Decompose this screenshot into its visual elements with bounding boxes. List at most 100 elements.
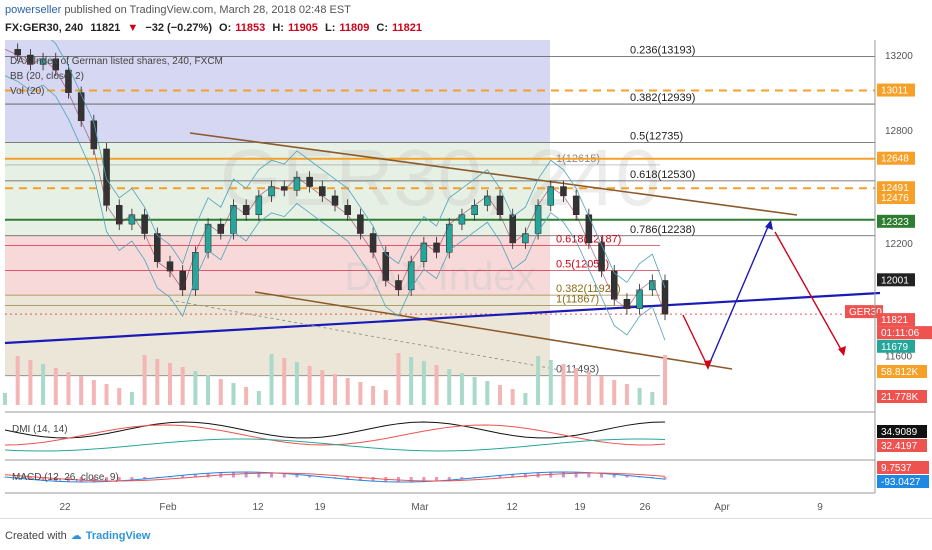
price-badge-5: 12001 (881, 275, 909, 286)
volume-bar-3 (41, 364, 46, 405)
macd-hist-52 (663, 477, 667, 480)
dmi-minus-line (4, 438, 666, 452)
author-link[interactable]: powerseller (5, 4, 62, 16)
volume-bar-17 (218, 379, 223, 405)
macd-hist-27 (346, 477, 350, 480)
price-badge-bg-10 (877, 365, 927, 378)
volume-bar-46 (586, 372, 591, 405)
volume-bar-37 (472, 377, 477, 405)
watermark-name: DAX Index (344, 255, 535, 299)
volume-bar-31 (396, 353, 401, 405)
volume-bar-19 (244, 387, 249, 405)
macd-hist-47 (600, 473, 604, 478)
price-badge-bg-11 (877, 390, 927, 403)
x-tick-0: 22 (59, 502, 71, 513)
macd-badge-1: -93.0427 (881, 477, 921, 488)
x-tick-2: 12 (252, 502, 264, 513)
volume-bar-16 (206, 375, 211, 405)
volume-bar-34 (434, 365, 439, 405)
y-tick-1: 12800 (885, 126, 913, 137)
macd-hist-24 (308, 475, 312, 478)
volume-bar-5 (66, 372, 71, 405)
price-badge-11: 21.778K (881, 392, 919, 403)
y-tick-2: 12200 (885, 239, 913, 250)
tradingview-brand[interactable]: TradingView (85, 529, 151, 542)
price-badge-9: 11679 (881, 342, 909, 353)
price-badge-bg-6 (845, 305, 883, 319)
legend-bb[interactable]: BB (20, close, 2) (10, 71, 84, 82)
macd-hist-15 (193, 474, 197, 478)
macd-hist-35 (447, 477, 451, 481)
price-badge-bg-3 (877, 191, 915, 205)
macd-hist-14 (181, 475, 185, 478)
volume-bar-10 (129, 392, 134, 405)
macd-badge-0: 9.7537 (881, 463, 912, 474)
price-badge-8: 01:11:06 (881, 328, 920, 339)
volume-bar-50 (637, 388, 642, 405)
volume-bar-23 (294, 362, 299, 405)
fib-zone-tan (5, 295, 550, 376)
macd-hist-16 (206, 473, 210, 478)
volume-bar-20 (256, 391, 261, 405)
fib2-label-3: 0.382(11922) (556, 283, 621, 295)
legend-series-name: DAX Index of German listed shares, 240, … (10, 56, 223, 67)
x-tick-8: Apr (714, 502, 730, 513)
macd-hist-48 (612, 474, 616, 478)
arrowhead-3 (838, 346, 846, 356)
projection-blue-up (707, 221, 771, 368)
volume-bar-6 (79, 376, 84, 405)
macd-hist-8 (105, 477, 109, 483)
projection-red-down-2 (774, 231, 844, 354)
volume-bar-13 (168, 363, 172, 405)
arrowhead-2 (765, 220, 773, 230)
macd-hist-40 (511, 474, 515, 478)
macd-hist-36 (460, 477, 464, 480)
volume-bar-11 (142, 355, 147, 405)
fib-label-3: 0.618(12530) (630, 169, 695, 181)
volume-bar-35 (447, 369, 452, 405)
macd-hist-41 (523, 473, 527, 478)
macd-hist-34 (435, 477, 439, 482)
x-tick-4: Mar (411, 502, 429, 513)
volume-bar-42 (536, 356, 541, 405)
price-badge-10: 58.812K (881, 367, 919, 378)
publish-text: published on TradingView.com, March 28, … (64, 4, 351, 16)
volume-bar-48 (612, 380, 617, 405)
dmi-label[interactable]: DMI (14, 14) (12, 424, 68, 435)
x-tick-9: 9 (817, 502, 823, 513)
volume-bar-33 (421, 361, 426, 405)
close-value: 11821 (392, 22, 423, 34)
dmi-badge-1: 32.4197 (881, 441, 918, 452)
close-label: C: (376, 22, 389, 34)
macd-hist-11 (143, 477, 147, 480)
created-with: Created with ☁ TradingView (5, 529, 151, 543)
macd-label[interactable]: MACD (12, 26, close, 9) (12, 472, 119, 483)
volume-bar-9 (117, 388, 122, 405)
macd-hist-32 (409, 477, 413, 483)
x-tick-3: 19 (314, 502, 326, 513)
ohlc-line: FX:GER30, 240 11821 ▼ −32 (−0.27%) O: 118… (5, 22, 426, 34)
macd-hist-20 (257, 472, 261, 478)
macd-hist-33 (422, 477, 426, 483)
chart-header: powerseller published on TradingView.com… (0, 0, 932, 40)
volume-bar-39 (498, 385, 502, 405)
volume-bar-52 (663, 355, 667, 405)
volume-bar-38 (485, 381, 490, 405)
macd-hist-22 (282, 473, 286, 478)
fib-label-1: 0.382(12939) (630, 92, 695, 104)
low-label: L: (324, 22, 336, 34)
volume-bar-32 (409, 357, 414, 405)
macd-hist-3 (41, 477, 45, 481)
volume-bar-44 (561, 364, 566, 405)
price-badge-bg-2 (877, 181, 915, 195)
volume-bar-40 (510, 389, 515, 405)
legend-vol[interactable]: Vol (20) (10, 86, 45, 97)
macd-signal-line (4, 472, 666, 482)
tradingview-logo-icon: ☁ (70, 530, 82, 542)
volume-bar-30 (383, 390, 388, 405)
price-badge-bg-9 (877, 339, 915, 353)
volume-bar-21 (269, 354, 274, 405)
volume-bar-24 (307, 366, 312, 405)
y-tick-3: 11600 (885, 352, 913, 363)
